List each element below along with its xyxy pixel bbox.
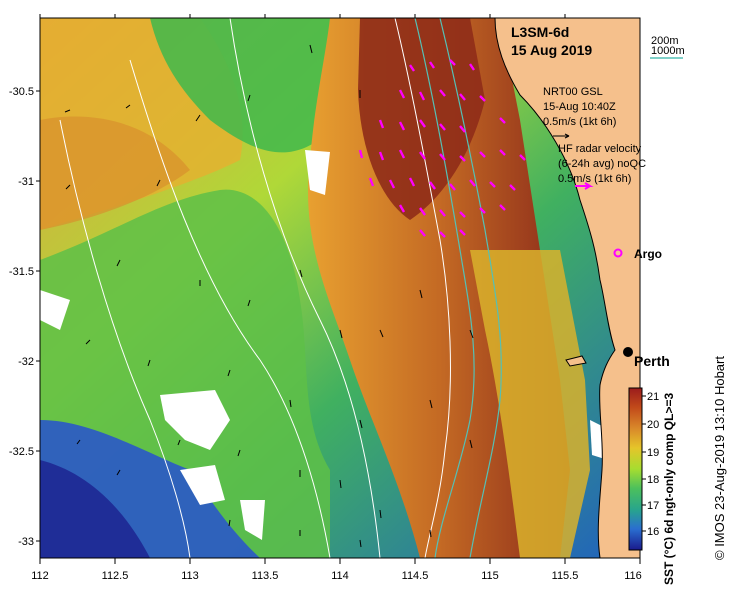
sst-sw-coldest <box>40 460 150 558</box>
gsl-velocity-arrows <box>64 44 474 548</box>
x-tick-label: 113.5 <box>252 570 279 582</box>
cloud-gap <box>240 500 265 540</box>
x-tick-label: 114.5 <box>402 570 429 582</box>
contour-200m <box>229 18 381 558</box>
legend-1000m-label: 1000m <box>651 45 685 57</box>
legend-hf-arrow <box>575 182 594 190</box>
perth-label: Perth <box>634 353 670 369</box>
x-tick-label: 112 <box>31 570 49 582</box>
legend-200m-label: 200m <box>651 35 679 47</box>
x-tick-label: 114 <box>331 570 349 582</box>
y-tick-label: -31.5 <box>9 266 34 278</box>
contour-200m <box>59 119 191 558</box>
argo-float-marker[interactable] <box>613 248 623 258</box>
imos-credit: © IMOS 23-Aug-2019 13:10 Hobart <box>712 356 727 560</box>
colorbar-tick-label: 16 <box>647 526 659 538</box>
legend-hf-title: HF radar velocity <box>558 143 642 155</box>
y-tick-label: -33 <box>18 536 34 548</box>
x-tick-label: 113 <box>181 570 199 582</box>
y-tick-label: -31 <box>18 176 34 188</box>
hf-radar-arrows <box>358 59 526 238</box>
colorbar-ticks <box>642 395 646 532</box>
colorbar-tick-label: 19 <box>647 447 659 459</box>
colorbar-tick-label: 17 <box>647 500 659 512</box>
contour-1000m <box>439 18 502 558</box>
sst-nw-orange <box>40 116 190 230</box>
x-tick-label: 116 <box>624 570 642 582</box>
sst-north-green <box>150 18 330 153</box>
cloud-gap <box>160 390 230 450</box>
perth-marker[interactable] <box>623 347 633 357</box>
product-title: L3SM-6d <box>511 24 569 40</box>
cloud-gap <box>180 465 225 505</box>
y-tick-label: -32.5 <box>9 446 34 458</box>
legend-gsl-time: 15-Aug 10:40Z <box>543 101 616 113</box>
x-tick-label: 115.5 <box>552 570 579 582</box>
legend-gsl-title: NRT00 GSL <box>543 86 603 98</box>
legend-hf-scale: 0.5m/s (1kt 6h) <box>558 173 631 185</box>
legend-hf-avg: (6-24h avg) noQC <box>558 158 646 170</box>
map-plot-area[interactable] <box>40 18 640 558</box>
colorbar-tick-label: 18 <box>647 474 659 486</box>
contour-200m <box>129 59 331 558</box>
y-tick-label: -32 <box>18 356 34 368</box>
rottnest-island <box>565 355 587 367</box>
colorbar-tick-label: 21 <box>647 391 659 403</box>
cloud-gap <box>40 290 70 330</box>
sst-nearshore <box>470 250 590 558</box>
legend-gsl-arrow <box>553 133 570 139</box>
axis-tick-marks <box>36 14 641 564</box>
argo-label: Argo <box>634 247 662 261</box>
cloud-gap <box>305 150 330 195</box>
land-western-australia <box>494 18 640 558</box>
contour-200m <box>394 18 451 558</box>
sst-colorbar <box>628 387 643 551</box>
sst-hot-core <box>358 18 485 220</box>
legend-gsl-scale: 0.5m/s (1kt 6h) <box>543 116 616 128</box>
x-tick-label: 115 <box>481 570 499 582</box>
y-tick-label: -30.5 <box>9 86 34 98</box>
contour-1000m <box>414 18 475 558</box>
colorbar-tick-label: 20 <box>647 419 659 431</box>
colorbar-title: SST (°C) 6d ngt-only comp QL>=3 <box>662 392 676 585</box>
map-date: 15 Aug 2019 <box>511 42 592 58</box>
x-tick-label: 112.5 <box>102 570 129 582</box>
